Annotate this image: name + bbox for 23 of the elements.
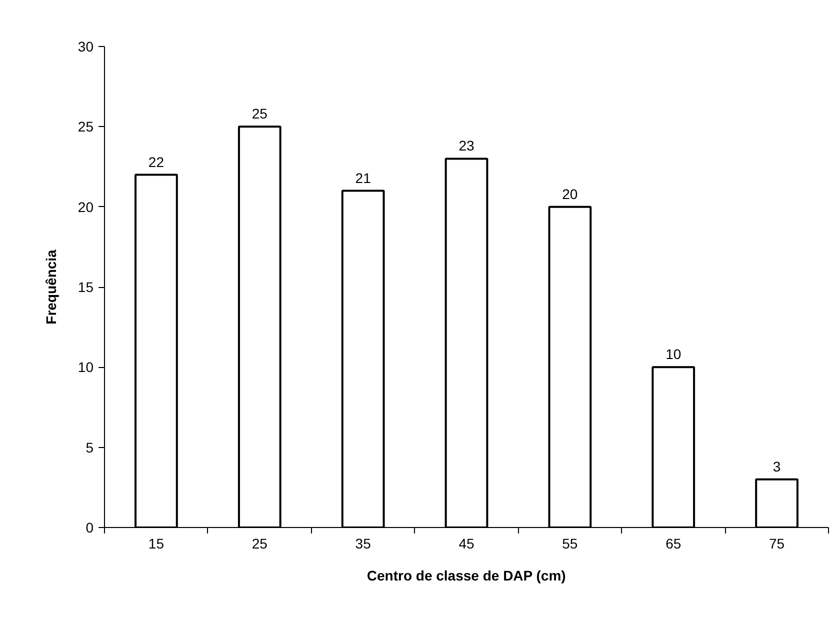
x-tick-label: 25 [252,536,268,552]
x-tick-label: 75 [769,536,785,552]
data-label: 22 [148,154,164,170]
data-label: 21 [355,170,372,186]
data-label: 10 [666,346,682,362]
y-tick-label: 5 [86,439,94,456]
x-tick-label: 45 [458,536,474,552]
y-tick-label: 15 [78,279,94,295]
y-tick-label: 20 [78,198,94,215]
y-tick-label: 30 [78,38,94,54]
data-label: 20 [562,186,578,202]
y-axis-title: Frequência [42,249,59,324]
x-axis-title: Centro de classe de DAP (cm) [366,568,566,584]
y-tick-label: 0 [86,520,94,536]
x-tick-label: 35 [355,536,372,552]
data-label: 3 [772,458,781,474]
x-tick-label: 65 [666,536,682,552]
y-tick-label: 10 [78,359,94,376]
data-label: 23 [458,138,474,154]
x-tick-label: 55 [562,536,578,552]
data-label: 25 [252,106,268,122]
y-tick-label: 25 [78,118,94,135]
x-tick-label: 15 [148,536,164,552]
